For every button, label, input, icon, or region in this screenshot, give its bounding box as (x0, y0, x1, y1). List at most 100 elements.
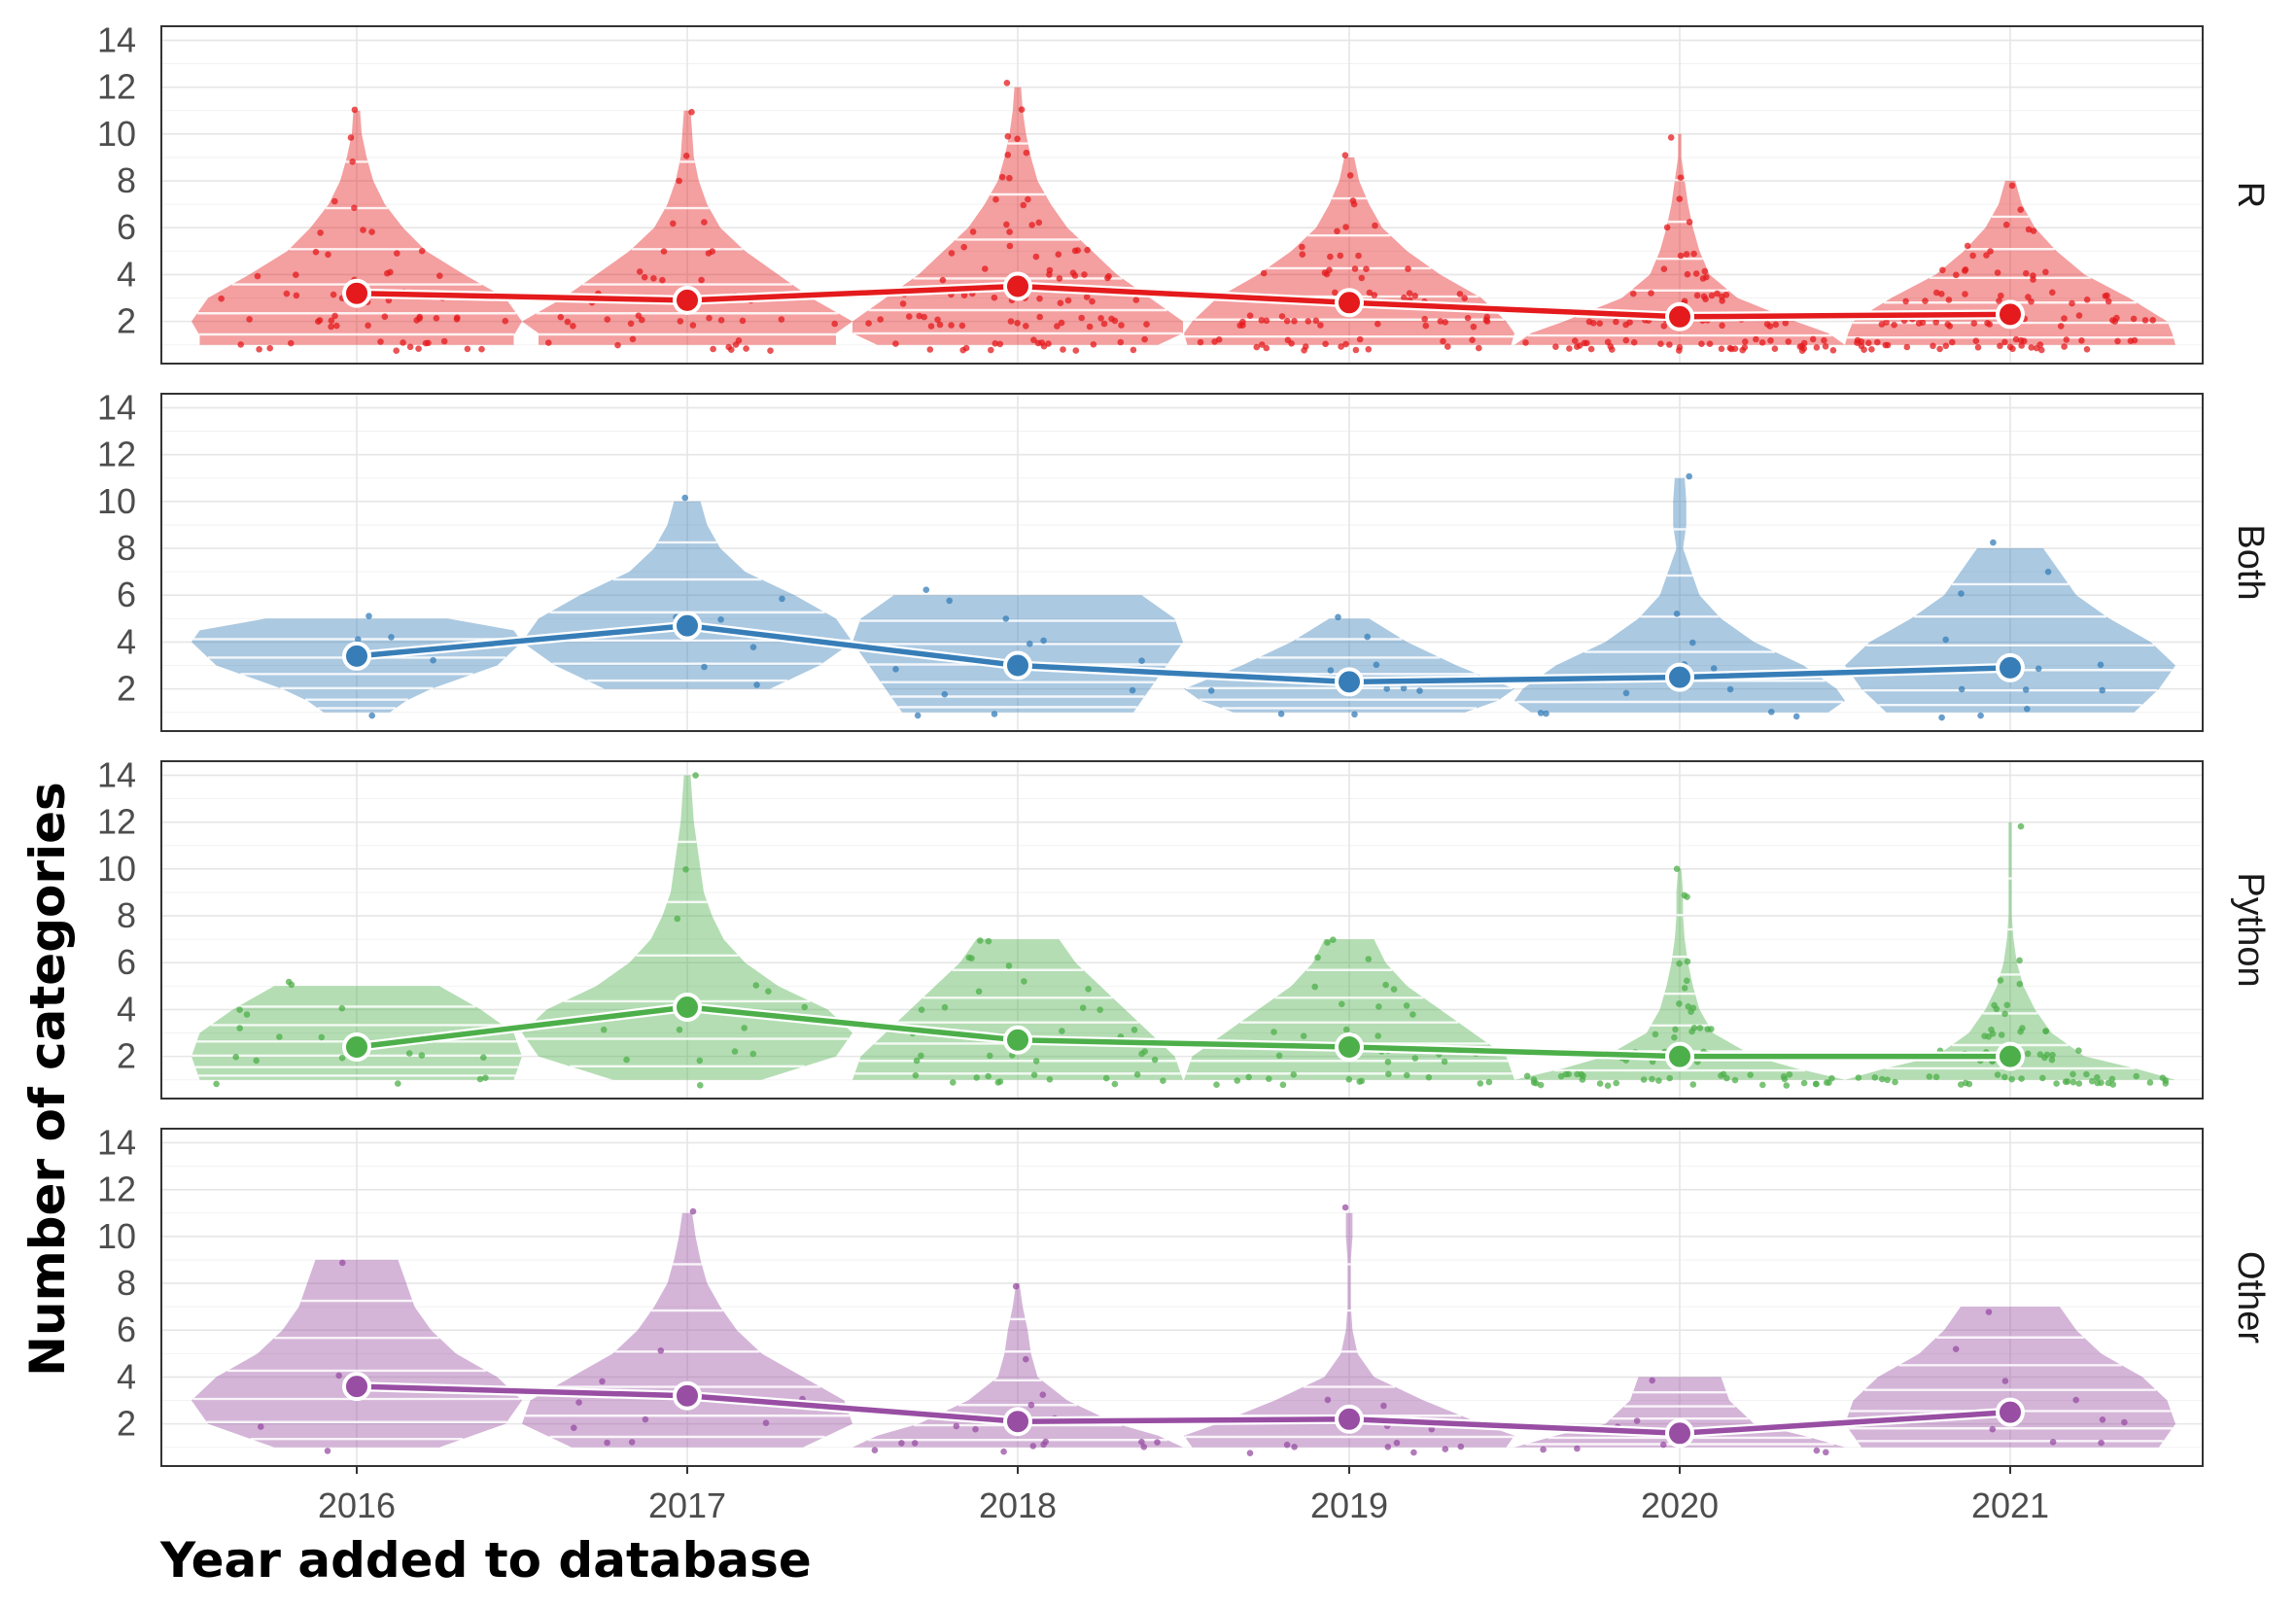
data-point (892, 666, 899, 673)
data-point (338, 1054, 346, 1062)
data-point (1809, 335, 1817, 343)
data-point (697, 1082, 704, 1089)
data-point (1411, 1055, 1419, 1062)
data-point (1004, 152, 1012, 158)
data-point (1823, 1449, 1829, 1456)
data-point (1994, 1071, 2001, 1078)
data-point (1456, 291, 1464, 297)
data-point (604, 316, 611, 323)
mean-point-2016 (342, 641, 371, 671)
data-point (1345, 1076, 1353, 1083)
data-point (1676, 960, 1683, 967)
data-point (422, 339, 430, 347)
data-point (921, 313, 927, 321)
data-point (1974, 344, 1982, 351)
data-point (1970, 320, 1978, 327)
data-point (2098, 1079, 2105, 1086)
data-point (1437, 318, 1444, 325)
violin-2021 (1845, 821, 2175, 1080)
data-point (1365, 346, 1373, 353)
data-point (1355, 252, 1362, 260)
data-point (381, 313, 389, 321)
data-point (1014, 135, 1021, 143)
data-point (1702, 296, 1709, 303)
data-point (415, 345, 422, 353)
data-point (1032, 253, 1040, 261)
data-point (1723, 1074, 1730, 1082)
data-point (1633, 1417, 1641, 1424)
data-point (1930, 342, 1936, 350)
facet-panel-r: 2 4 6 8 10 12 14 R (97, 19, 2271, 365)
data-point (1074, 247, 1081, 254)
data-point (1796, 343, 1804, 350)
mean-point-2021 (1996, 1041, 2025, 1071)
y-tick-label: 6 (117, 207, 136, 247)
data-point (365, 322, 371, 330)
violin-2021 (1845, 181, 2175, 345)
data-point (1334, 227, 1340, 235)
data-point (1042, 1438, 1049, 1446)
data-point (1117, 338, 1125, 346)
data-point (2024, 705, 2031, 713)
data-point (1342, 1026, 1350, 1033)
data-point (1351, 265, 1359, 272)
data-point (1706, 340, 1714, 348)
data-point (2042, 1028, 2049, 1034)
data-point (2017, 206, 2024, 213)
x-tick-label: 2017 (648, 1485, 726, 1525)
data-point (1259, 341, 1266, 348)
data-point (1469, 336, 1476, 344)
data-point (1084, 246, 1091, 254)
data-point (1677, 174, 1685, 182)
mean-point-2020 (1665, 1418, 1694, 1449)
data-point (2061, 343, 2068, 350)
data-point (1263, 344, 1270, 352)
data-point (2104, 292, 2110, 299)
data-point (1305, 318, 1312, 325)
violin-2016 (191, 1259, 522, 1448)
data-point (1718, 1072, 1724, 1079)
data-point (1882, 341, 1890, 349)
data-point (331, 197, 338, 205)
data-point (1964, 242, 1971, 250)
data-point (1696, 1025, 1704, 1031)
data-point (1366, 289, 1374, 297)
data-point (1056, 275, 1063, 282)
data-point (333, 322, 340, 330)
data-point (934, 316, 941, 324)
data-point (1263, 317, 1270, 325)
data-point (1657, 340, 1664, 348)
data-point (1464, 314, 1472, 322)
data-point (1692, 270, 1700, 277)
data-point (1667, 134, 1675, 141)
data-point (682, 866, 689, 873)
x-axis-title: Year added to database (159, 1532, 812, 1589)
data-point (2078, 337, 2085, 344)
data-point (1962, 291, 1968, 297)
data-point (1100, 320, 1108, 328)
mean-point-2021 (1996, 299, 2025, 330)
data-point (557, 313, 565, 321)
data-point (318, 1033, 326, 1041)
data-point (1338, 343, 1344, 350)
data-point (1666, 1074, 1673, 1082)
data-point (1676, 195, 1684, 202)
x-tick-label: 2016 (318, 1485, 396, 1525)
data-point (2099, 686, 2105, 694)
data-point (1002, 615, 1010, 622)
data-point (2023, 269, 2030, 277)
data-point (950, 1079, 957, 1086)
data-point (2121, 1418, 2128, 1426)
data-point (1245, 1073, 1252, 1081)
data-point (2049, 1051, 2056, 1059)
data-point (1698, 340, 1705, 348)
data-point (1339, 1000, 1345, 1008)
data-point (1371, 292, 1378, 298)
data-point (706, 314, 713, 322)
data-point (1030, 336, 1037, 344)
data-point (2022, 686, 2030, 693)
data-point (1604, 338, 1612, 346)
data-point (2075, 312, 2083, 319)
data-point (1133, 1071, 1141, 1078)
data-point (1401, 294, 1408, 301)
